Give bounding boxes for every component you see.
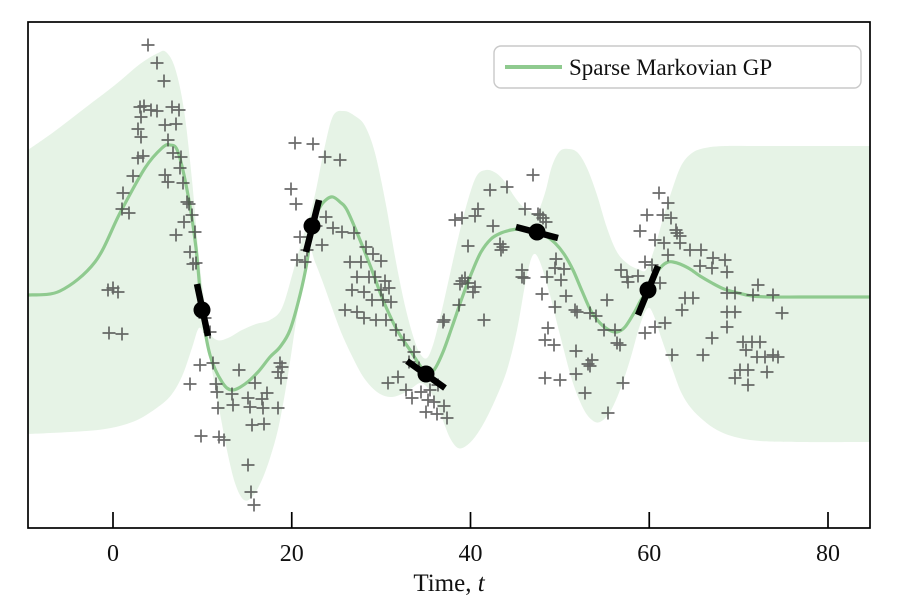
inducing-point: [528, 223, 546, 241]
x-tick-label: 40: [459, 541, 483, 567]
x-tick-label: 60: [637, 541, 661, 567]
confidence-band: [28, 50, 870, 501]
x-axis-label: Time, t: [413, 570, 485, 597]
x-tick-label: 20: [280, 541, 304, 567]
x-axis-tick-labels: 0 20 40 60 80: [107, 541, 840, 567]
gp-mean-curve: [28, 143, 870, 392]
inducing-point: [193, 301, 211, 319]
inducing-points: [193, 199, 662, 391]
plot-frame: [27, 21, 871, 529]
inducing-point: [303, 217, 321, 235]
x-tick-label: 0: [107, 541, 119, 567]
legend: Sparse Markovian GP: [493, 45, 862, 89]
legend-label: Sparse Markovian GP: [569, 55, 772, 80]
legend-box: [493, 45, 862, 89]
inducing-point: [639, 281, 657, 299]
x-axis-ticks: [112, 512, 829, 528]
x-tick-label: 80: [816, 541, 840, 567]
inducing-point: [417, 365, 435, 383]
